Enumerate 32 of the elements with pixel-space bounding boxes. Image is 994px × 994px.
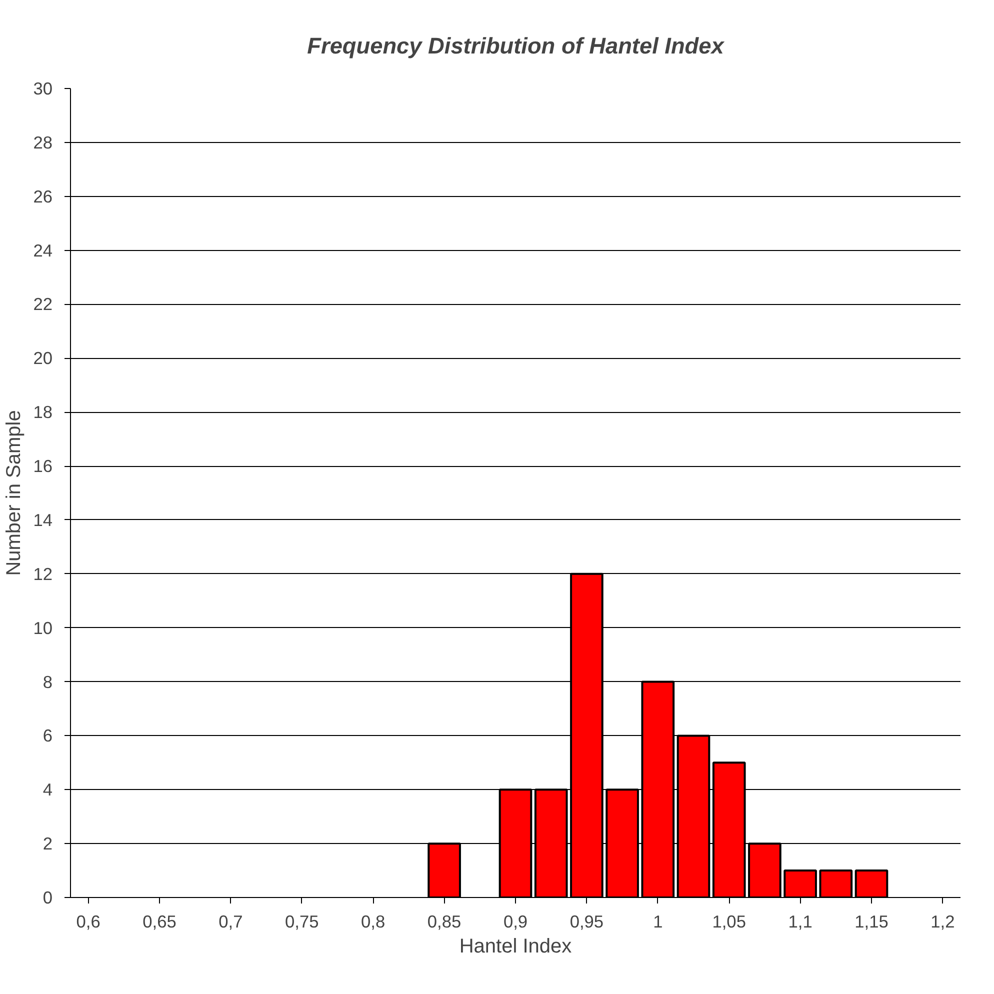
y-tick-label: 14: [33, 510, 53, 530]
x-tick-label: 0,7: [218, 912, 243, 932]
y-tick-label: 22: [33, 294, 53, 314]
x-tick-label: 0,95: [570, 912, 604, 932]
y-tick-label: 2: [42, 834, 53, 854]
y-tick-label: 26: [33, 186, 53, 206]
y-tick-label: 24: [33, 240, 53, 260]
x-tick-label: 1,1: [788, 912, 812, 932]
y-tick-label: 6: [42, 726, 53, 746]
x-tick-label: 1: [653, 912, 663, 932]
y-tick-label: 0: [42, 888, 53, 908]
x-tick-label: 0,9: [503, 912, 528, 932]
y-tick-label: 28: [33, 132, 53, 152]
x-tick-label: 1,05: [712, 912, 746, 932]
y-tick-label: 10: [33, 618, 53, 638]
x-tick-label: 0,65: [142, 912, 176, 932]
x-tick-label: 0,6: [76, 912, 100, 932]
x-tick-label: 1,15: [854, 912, 888, 932]
y-tick-label: 12: [33, 564, 53, 584]
y-tick-label: 8: [42, 672, 53, 692]
y-tick-label: 20: [33, 348, 53, 368]
x-tick-label: 0,8: [361, 912, 386, 932]
x-axis-title: Hantel Index: [459, 936, 572, 958]
y-tick-label: 18: [33, 402, 53, 422]
y-tick-label: 16: [33, 456, 53, 476]
x-tick-label: 1,2: [930, 912, 955, 932]
chart-title: Frequency Distribution of Hantel Index: [307, 32, 726, 58]
x-tick-label: 0,75: [285, 912, 319, 932]
x-tick-label: 0,85: [427, 912, 462, 932]
y-axis-title: Number in Sample: [3, 410, 26, 576]
y-tick-label: 4: [42, 780, 53, 800]
y-tick-label: 30: [33, 78, 53, 98]
